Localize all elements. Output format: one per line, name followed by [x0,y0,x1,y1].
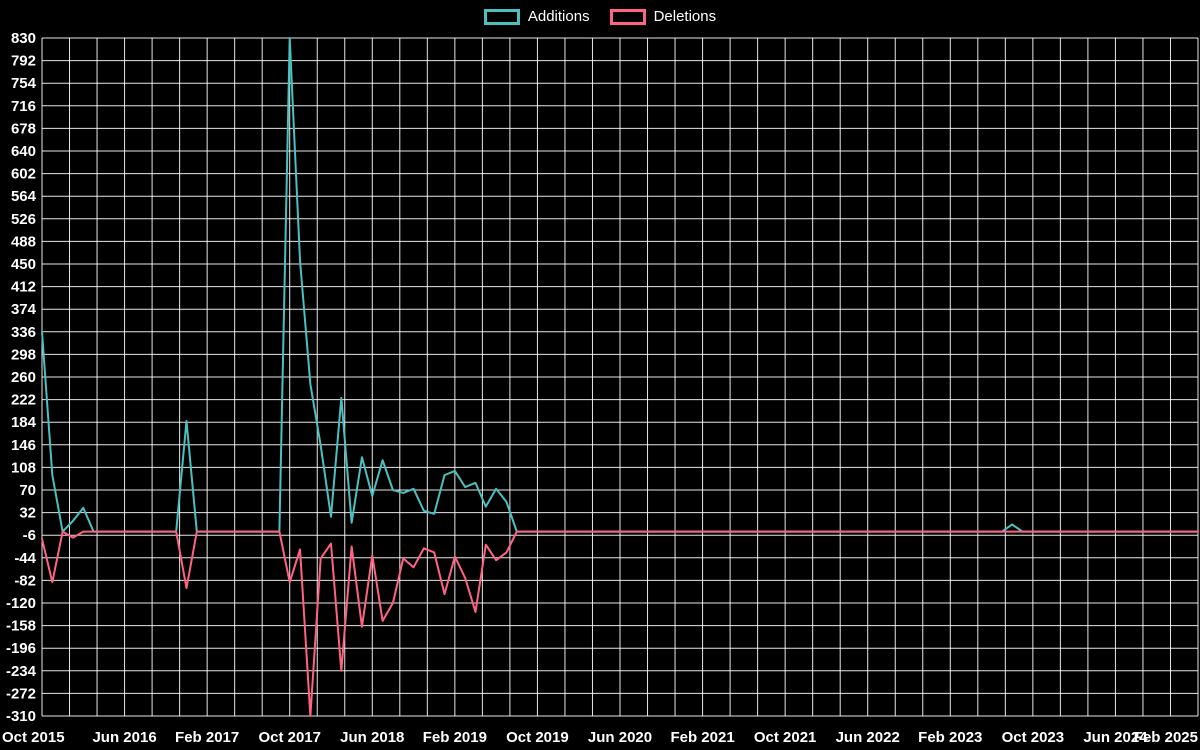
svg-text:222: 222 [11,392,36,409]
svg-text:Oct 2017: Oct 2017 [258,729,321,746]
svg-text:716: 716 [11,98,36,115]
svg-text:Oct 2015: Oct 2015 [2,729,65,746]
svg-text:450: 450 [11,256,36,273]
svg-text:-158: -158 [6,618,36,635]
svg-text:336: 336 [11,324,36,341]
svg-text:526: 526 [11,211,36,228]
svg-text:184: 184 [11,414,37,431]
legend-item-deletions[interactable]: Deletions [609,8,717,25]
svg-text:488: 488 [11,233,36,250]
svg-text:Jun 2018: Jun 2018 [340,729,404,746]
svg-text:Feb 2025: Feb 2025 [1134,729,1198,746]
svg-text:-272: -272 [6,685,36,702]
svg-text:754: 754 [11,75,37,92]
svg-text:-120: -120 [6,595,36,612]
svg-text:564: 564 [11,188,37,205]
svg-text:298: 298 [11,346,36,363]
svg-text:792: 792 [11,53,36,70]
svg-text:Jun 2016: Jun 2016 [92,729,156,746]
svg-text:-234: -234 [6,663,37,680]
svg-text:Feb 2023: Feb 2023 [918,729,982,746]
svg-text:Feb 2017: Feb 2017 [175,729,239,746]
svg-text:830: 830 [11,30,36,47]
svg-text:108: 108 [11,459,36,476]
svg-text:Feb 2019: Feb 2019 [423,729,487,746]
svg-text:374: 374 [11,301,37,318]
svg-text:640: 640 [11,143,36,160]
svg-text:-310: -310 [6,708,36,725]
legend-item-additions[interactable]: Additions [483,8,590,25]
svg-text:Oct 2023: Oct 2023 [1002,729,1065,746]
svg-text:-82: -82 [14,572,36,589]
svg-text:-196: -196 [6,640,36,657]
deletions-legend-label: Deletions [653,8,717,25]
svg-text:602: 602 [11,166,36,183]
svg-text:32: 32 [19,505,36,522]
svg-text:Jun 2022: Jun 2022 [836,729,900,746]
additions-legend-label: Additions [527,8,590,25]
svg-text:260: 260 [11,369,36,386]
svg-text:Oct 2019: Oct 2019 [506,729,569,746]
svg-text:-44: -44 [14,550,36,567]
deletions-legend-swatch [609,8,646,25]
chart-legend: Additions Deletions [0,8,1200,25]
svg-text:146: 146 [11,437,36,454]
svg-text:412: 412 [11,279,36,296]
svg-text:70: 70 [19,482,36,499]
svg-text:678: 678 [11,120,36,137]
svg-text:Feb 2021: Feb 2021 [670,729,734,746]
svg-text:Oct 2021: Oct 2021 [754,729,817,746]
svg-text:-6: -6 [23,527,36,544]
svg-text:Jun 2024: Jun 2024 [1083,729,1148,746]
additions-legend-swatch [483,8,520,25]
svg-text:Jun 2020: Jun 2020 [588,729,652,746]
